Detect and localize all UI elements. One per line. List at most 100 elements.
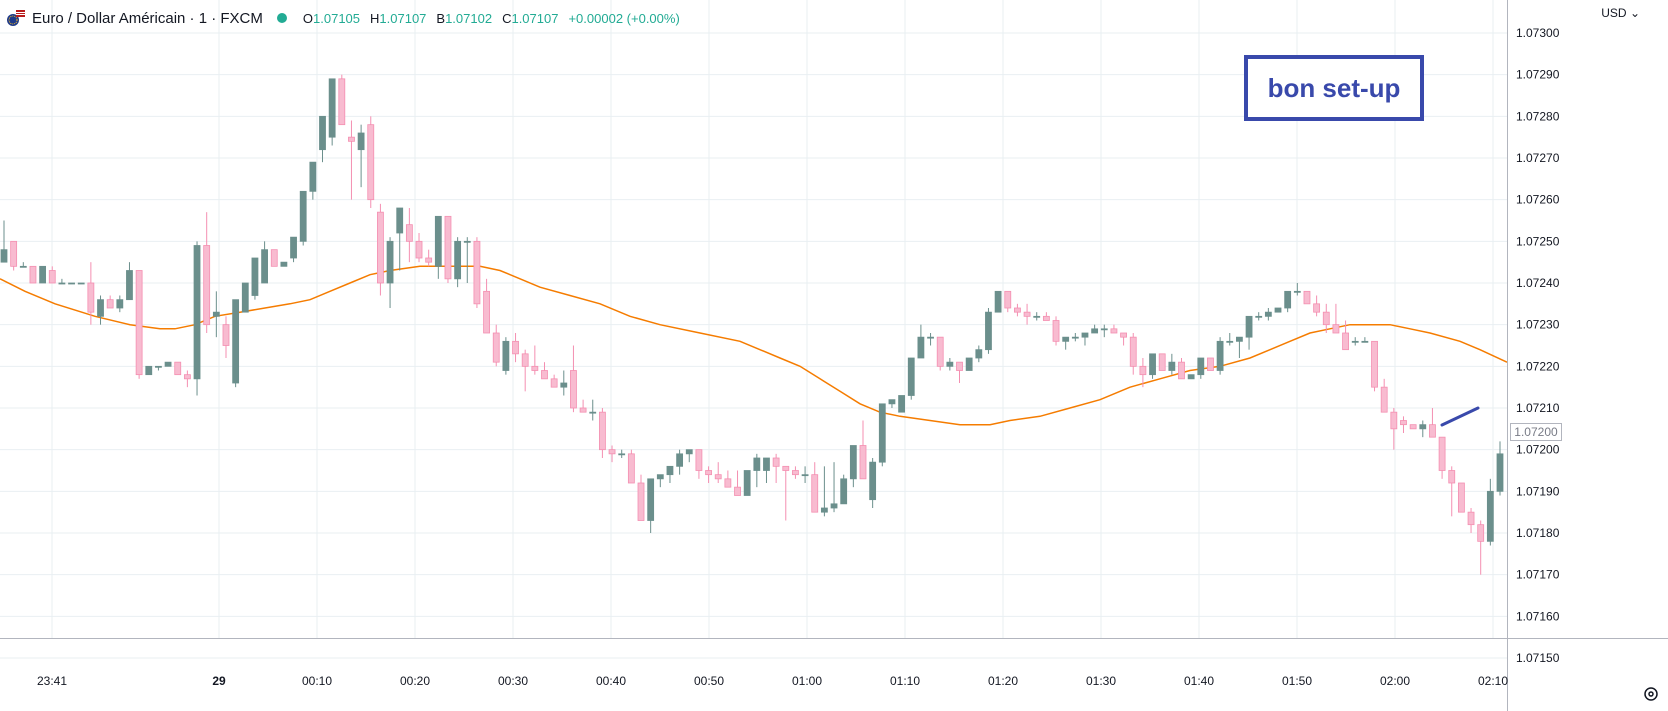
candle-body: [965, 357, 973, 371]
candle-body: [328, 78, 336, 138]
candle-body: [666, 465, 674, 476]
time-tick-label: 00:20: [400, 674, 430, 688]
candle-body: [1351, 340, 1359, 343]
candle-body: [155, 365, 162, 368]
candle-body: [251, 257, 259, 296]
candle-body: [68, 282, 75, 285]
chart-grid: [0, 0, 1507, 659]
candle-body: [444, 215, 452, 280]
candle-body: [1129, 336, 1137, 367]
candle-body: [386, 240, 394, 284]
candle-body: [743, 470, 751, 496]
time-tick-label: 23:41: [37, 674, 67, 688]
candle-body: [348, 136, 355, 142]
candle-body: [1274, 307, 1282, 313]
time-tick-label: 02:00: [1380, 674, 1410, 688]
candle-body: [1071, 336, 1079, 339]
currency-selector[interactable]: USD ⌄: [1601, 6, 1640, 20]
candle-body: [492, 332, 500, 363]
candle-body: [1091, 328, 1099, 334]
crosshair-price-tag: 1.07200: [1510, 423, 1562, 441]
time-tick-label: 00:50: [694, 674, 724, 688]
candle-body: [1139, 365, 1147, 376]
bid-value: 1.07102: [445, 10, 493, 26]
time-tick-label: 00:30: [498, 674, 528, 688]
candle-body: [77, 282, 85, 285]
candle-body: [1178, 361, 1185, 380]
candle-body: [1448, 470, 1456, 484]
candle-body: [1380, 386, 1388, 413]
candle-body: [454, 240, 462, 280]
candle-body: [377, 211, 384, 284]
candle-body: [946, 361, 954, 367]
candle-body: [1226, 340, 1234, 343]
price-tick-label: 1.07190: [1516, 484, 1560, 498]
candle-body: [1236, 336, 1243, 342]
open-value: 1.07105: [313, 10, 361, 26]
close-value: 1.07107: [511, 10, 559, 26]
candle-body: [1187, 374, 1195, 380]
candle-body: [1409, 424, 1417, 430]
candle-body: [512, 340, 519, 355]
candle-body: [232, 299, 240, 384]
candle-body: [820, 507, 828, 513]
candle-body: [0, 249, 8, 263]
candle-body: [1429, 424, 1436, 438]
annotation-text: bon set-up: [1267, 72, 1401, 103]
candle-body: [1110, 328, 1118, 334]
candle-body: [898, 395, 905, 413]
currency-label[interactable]: USD: [1601, 6, 1627, 20]
candle-body: [589, 411, 597, 414]
candle-body: [1149, 353, 1156, 376]
annotation-box[interactable]: bon set-up: [1244, 55, 1424, 121]
candle-body: [1100, 328, 1108, 331]
symbol-title[interactable]: Euro / Dollar Américain · 1 · FXCM: [32, 9, 263, 27]
candle-body: [1207, 357, 1214, 371]
candle-body: [550, 378, 558, 388]
open-label: O: [302, 10, 314, 26]
candle-body: [97, 299, 104, 317]
candle-body: [560, 382, 568, 388]
candle-body: [1120, 332, 1127, 338]
candle-body: [724, 478, 732, 488]
time-tick-label: 00:40: [596, 674, 626, 688]
candle-body: [618, 453, 626, 456]
candle-body: [270, 249, 278, 267]
settings-gear-icon[interactable]: [1642, 685, 1660, 703]
candle-body: [1332, 324, 1340, 334]
candle-body: [849, 445, 857, 480]
candle-body: [570, 370, 577, 409]
candle-body: [193, 245, 201, 380]
candle-body: [1496, 453, 1504, 492]
candle-body: [734, 486, 741, 496]
time-tick-label: 01:40: [1184, 674, 1214, 688]
candle-body: [1457, 482, 1465, 513]
candle-body: [1255, 315, 1263, 318]
candle-body: [241, 282, 249, 313]
candle-body: [425, 257, 433, 263]
candle-body: [145, 365, 153, 376]
candle-body: [917, 336, 925, 359]
candle-body: [753, 457, 761, 471]
drawn-trend-line[interactable]: [1440, 406, 1480, 427]
candle-body: [299, 190, 307, 242]
price-tick-label: 1.07250: [1516, 234, 1560, 248]
candle-body: [859, 445, 867, 480]
candle-body: [19, 265, 27, 268]
time-tick-label: 00:10: [302, 674, 332, 688]
candle-body: [907, 357, 915, 396]
candle-body: [685, 449, 693, 455]
candle-body: [58, 282, 66, 285]
candle-body: [782, 465, 790, 471]
candle-body: [1052, 320, 1060, 342]
candle-body: [48, 270, 56, 284]
candles: [0, 74, 1504, 575]
candle-body: [1284, 290, 1292, 309]
candle-body: [1438, 436, 1446, 471]
price-tick-label: 1.07200: [1516, 443, 1560, 457]
candle-body: [1062, 336, 1070, 342]
moving-average-path: [0, 265, 1508, 426]
price-tick-label: 1.07180: [1516, 526, 1560, 540]
candle-body: [1023, 311, 1031, 317]
